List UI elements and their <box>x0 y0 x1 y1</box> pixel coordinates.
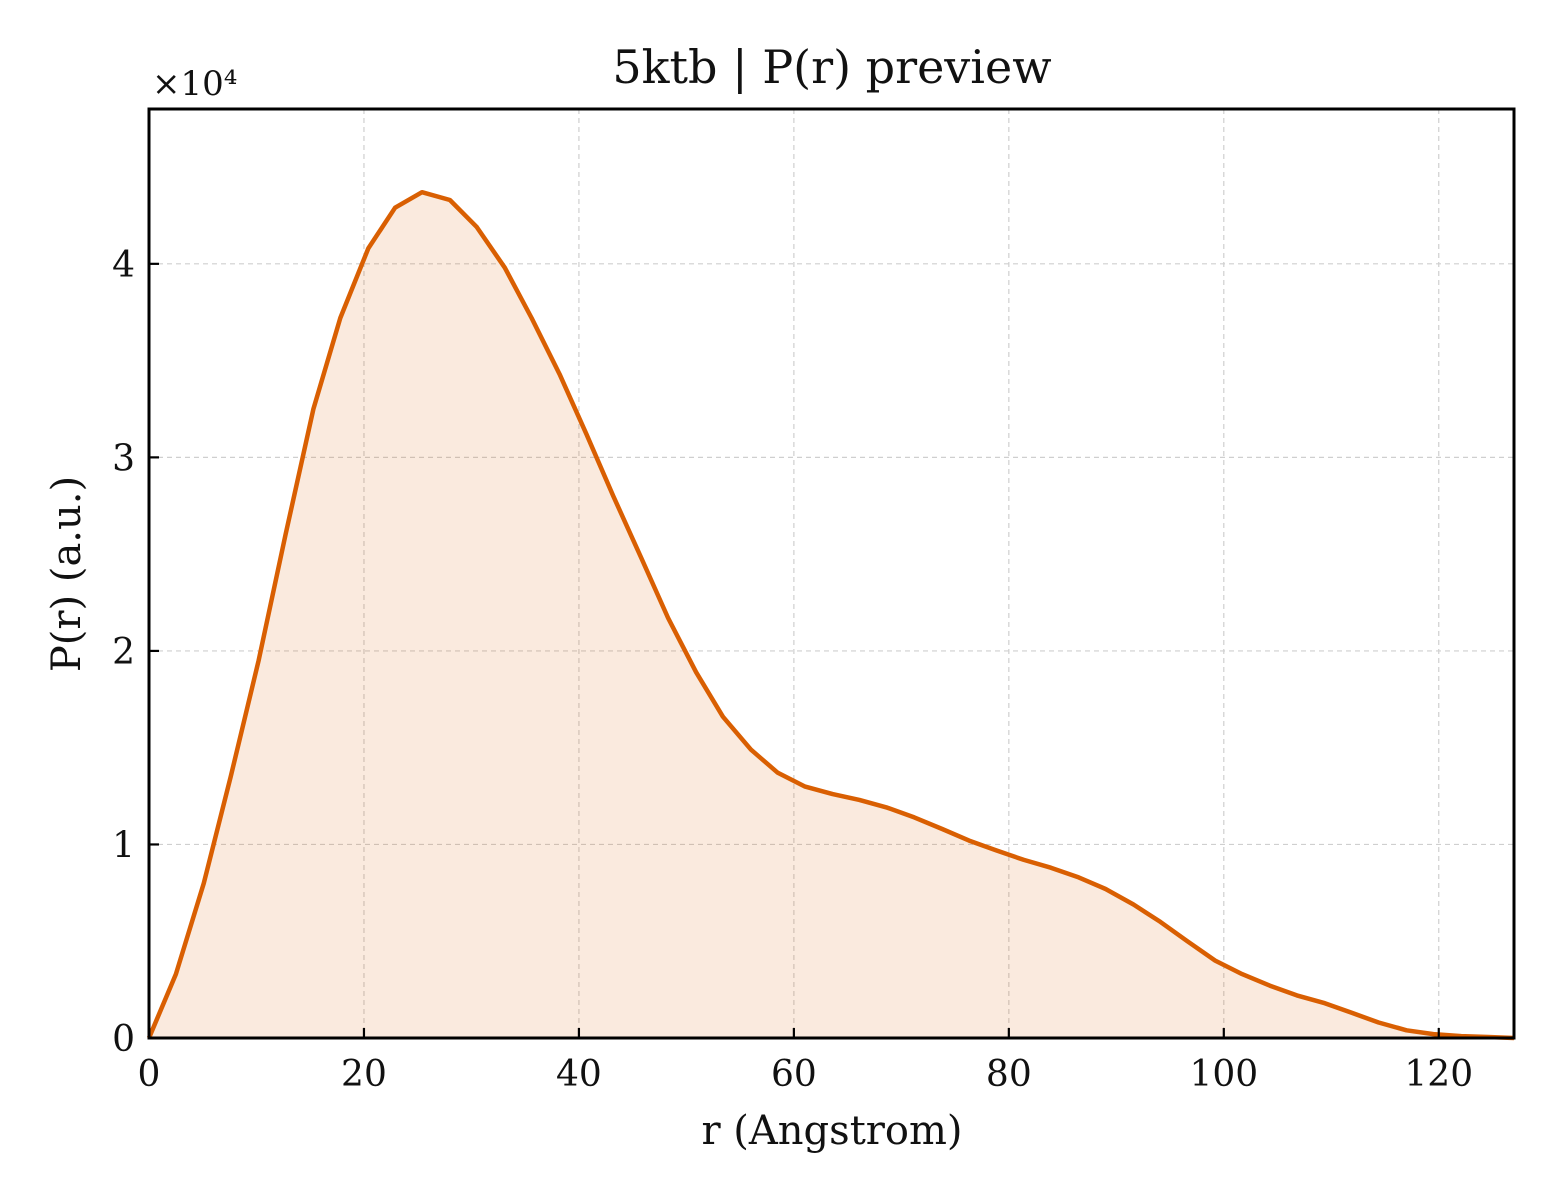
y-multiplier-label: ×10⁴ <box>152 64 237 104</box>
y-tick-label: 0 <box>112 1019 135 1060</box>
pr-area-fill <box>149 192 1514 1038</box>
x-tick-label: 60 <box>771 1054 817 1095</box>
x-tick-label: 80 <box>986 1054 1032 1095</box>
x-tick-label: 100 <box>1189 1054 1258 1095</box>
chart-title: 5ktb | P(r) preview <box>612 40 1051 94</box>
y-tick-label: 2 <box>112 632 135 673</box>
x-tick-label: 0 <box>138 1054 161 1095</box>
pr-series-line <box>146 189 1515 1041</box>
plot-frame <box>147 107 1516 1040</box>
axis-ticks <box>147 262 1440 1040</box>
y-tick-label: 1 <box>112 825 135 866</box>
y-tick-label: 3 <box>112 438 135 479</box>
y-tick-label: 4 <box>112 245 135 286</box>
x-tick-label: 40 <box>556 1054 602 1095</box>
x-axis-title: r (Angstrom) <box>701 1108 962 1154</box>
grid-lines <box>149 109 1514 1038</box>
x-tick-label: 20 <box>341 1054 387 1095</box>
y-axis-title: P(r) (a.u.) <box>44 476 90 672</box>
x-tick-label: 120 <box>1404 1054 1473 1095</box>
